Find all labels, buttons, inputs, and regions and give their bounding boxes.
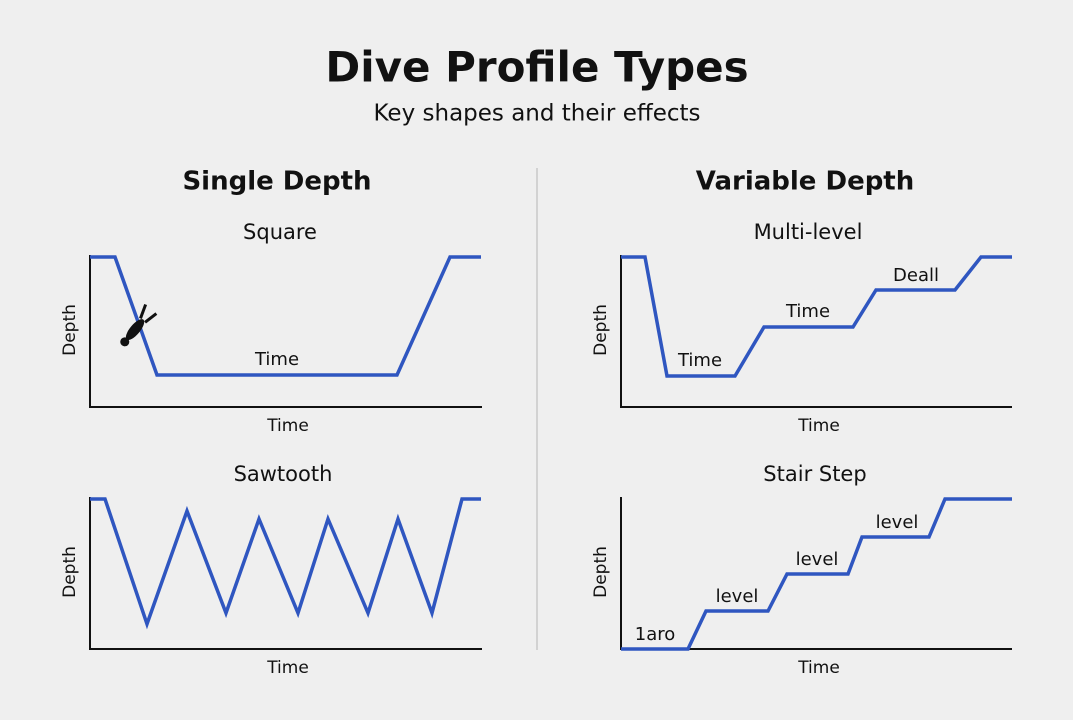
diver-icon xyxy=(120,303,158,347)
x-label: Time xyxy=(266,658,309,678)
panel-title: Square xyxy=(243,220,317,244)
profile-line xyxy=(621,255,1012,378)
panel: Sawtooth Depth Time xyxy=(60,462,482,678)
annotation: Time xyxy=(677,350,722,371)
annotation: Time xyxy=(254,349,299,370)
profile-line xyxy=(621,497,1012,651)
annotation: level xyxy=(716,586,759,607)
x-label: Time xyxy=(797,416,840,436)
y-label: Depth xyxy=(591,304,611,356)
panel-title: Multi-level xyxy=(754,220,863,244)
panel-title: Stair Step xyxy=(763,462,866,486)
annotation: level xyxy=(876,512,919,533)
x-label: Time xyxy=(797,658,840,678)
profile-line xyxy=(90,497,481,630)
title: Dive Profile Types xyxy=(325,43,748,92)
y-label: Depth xyxy=(591,546,611,598)
section-title: Variable Depth xyxy=(696,167,915,197)
panel-title: Sawtooth xyxy=(234,462,333,486)
profile-line xyxy=(90,255,481,377)
panel: Multi-level Depth Time Time Time Deall xyxy=(591,220,1012,436)
section-title: Single Depth xyxy=(182,167,371,197)
y-label: Depth xyxy=(60,304,80,356)
annotation: Deall xyxy=(893,265,939,286)
panel: Stair Step Depth Time 1aro level level l… xyxy=(591,462,1012,678)
annotation: Time xyxy=(785,301,830,322)
y-label: Depth xyxy=(60,546,80,598)
subtitle: Key shapes and their effects xyxy=(374,101,701,127)
annotation: level xyxy=(796,549,839,570)
annotation: 1aro xyxy=(635,624,676,645)
panel: Square Depth Time Time xyxy=(60,220,482,436)
axes xyxy=(89,255,482,408)
axes xyxy=(89,497,482,650)
x-label: Time xyxy=(266,416,309,436)
axes xyxy=(620,255,1012,408)
